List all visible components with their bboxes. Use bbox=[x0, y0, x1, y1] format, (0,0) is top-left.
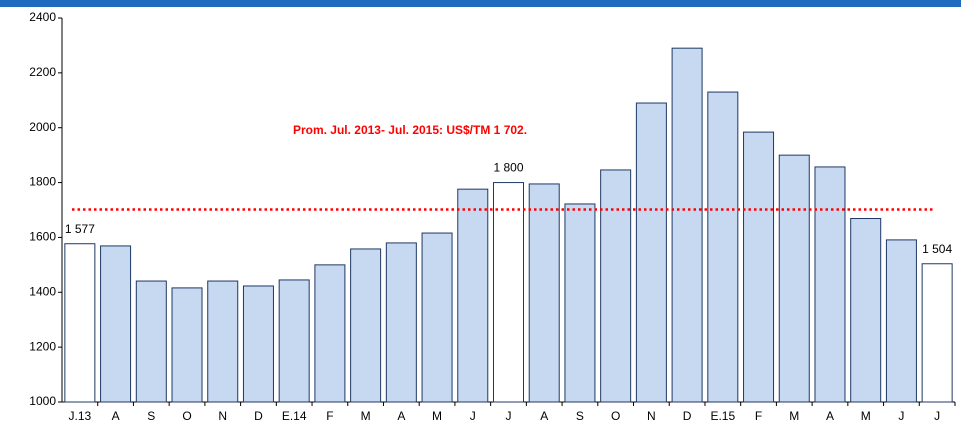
bar bbox=[564, 203, 596, 403]
y-tick-label: 1800 bbox=[29, 175, 56, 189]
bar bbox=[778, 154, 810, 403]
x-tick-label: E.14 bbox=[282, 409, 307, 423]
bar bbox=[421, 232, 453, 403]
x-tick-label: J bbox=[470, 409, 476, 423]
value-label: 1 800 bbox=[493, 161, 523, 175]
y-tick-label: 2000 bbox=[29, 120, 56, 134]
x-tick-label: F bbox=[755, 409, 762, 423]
x-tick-label: D bbox=[254, 409, 263, 423]
value-label: 1 577 bbox=[65, 222, 95, 236]
x-tick-label: O bbox=[611, 409, 620, 423]
bar bbox=[814, 166, 846, 403]
y-tick-label: 2200 bbox=[29, 65, 56, 79]
x-tick-label: M bbox=[361, 409, 371, 423]
top-band bbox=[0, 0, 961, 7]
x-tick-label: A bbox=[397, 409, 405, 423]
x-tick-label: F bbox=[326, 409, 333, 423]
x-tick-label: A bbox=[826, 409, 834, 423]
x-tick-label: J bbox=[898, 409, 904, 423]
x-tick-label: S bbox=[576, 409, 584, 423]
bar bbox=[350, 248, 382, 403]
x-tick-label: D bbox=[683, 409, 692, 423]
bar bbox=[171, 287, 203, 403]
annotation: Prom. Jul. 2013- Jul. 2015: US$/TM 1 702… bbox=[293, 123, 527, 137]
x-tick-label: A bbox=[112, 409, 120, 423]
x-tick-label: O bbox=[182, 409, 191, 423]
bar bbox=[707, 91, 739, 403]
bar bbox=[743, 131, 775, 403]
bar bbox=[64, 243, 96, 403]
bar bbox=[457, 188, 489, 403]
bar bbox=[492, 182, 525, 403]
value-label: 1 504 bbox=[922, 242, 952, 256]
y-tick-label: 1000 bbox=[29, 394, 56, 408]
y-tick-label: 1400 bbox=[29, 284, 56, 298]
x-tick-label: M bbox=[432, 409, 442, 423]
bar bbox=[921, 263, 953, 403]
bar bbox=[635, 102, 667, 403]
x-tick-label: N bbox=[647, 409, 656, 423]
x-tick-label: J.13 bbox=[69, 409, 92, 423]
bar bbox=[278, 279, 310, 403]
bar bbox=[671, 47, 703, 403]
x-tick-label: M bbox=[861, 409, 871, 423]
x-tick-label: J bbox=[934, 409, 940, 423]
bar bbox=[314, 264, 346, 403]
x-tick-label: A bbox=[540, 409, 548, 423]
bar bbox=[100, 245, 132, 403]
bar bbox=[207, 280, 239, 403]
x-tick-label: N bbox=[218, 409, 227, 423]
y-tick-label: 1200 bbox=[29, 339, 56, 353]
x-tick-label: E.15 bbox=[710, 409, 735, 423]
bar bbox=[385, 242, 417, 403]
y-tick-label: 2400 bbox=[29, 10, 56, 24]
x-tick-label: J bbox=[506, 409, 512, 423]
bar bbox=[242, 285, 274, 403]
bar bbox=[135, 280, 167, 403]
y-tick-label: 1600 bbox=[29, 230, 56, 244]
bar bbox=[600, 169, 632, 403]
bar bbox=[850, 218, 882, 403]
bar bbox=[885, 239, 917, 403]
bar bbox=[528, 183, 560, 403]
x-tick-label: S bbox=[147, 409, 155, 423]
x-tick-label: M bbox=[789, 409, 799, 423]
